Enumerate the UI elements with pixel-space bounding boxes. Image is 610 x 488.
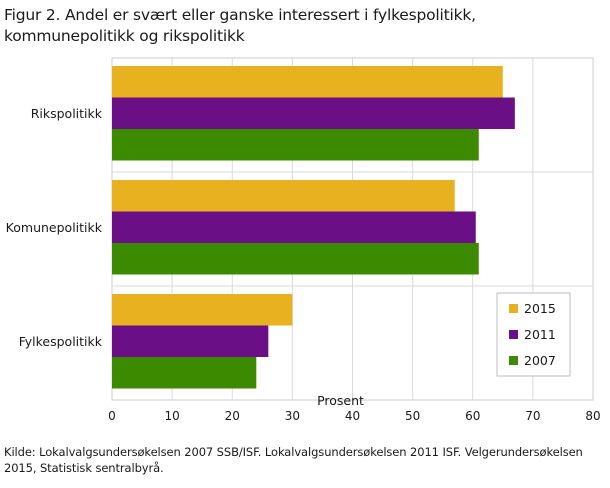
legend-swatch — [509, 356, 518, 365]
legend-label: 2011 — [524, 327, 556, 342]
bar — [112, 180, 455, 212]
x-tick-label: 50 — [405, 409, 420, 423]
bar — [112, 97, 515, 129]
bar — [112, 325, 269, 357]
x-tick-label: 80 — [585, 409, 600, 423]
x-axis-label: Prosent — [317, 393, 364, 408]
legend-swatch — [509, 330, 518, 339]
legend-swatch — [509, 304, 518, 313]
x-tick-label: 20 — [225, 409, 240, 423]
bar — [112, 129, 479, 161]
x-tick-label: 40 — [345, 409, 360, 423]
category-label: Rikspolitikk — [31, 106, 103, 121]
legend-label: 2015 — [524, 301, 556, 316]
bar — [112, 243, 479, 275]
source-note: Kilde: Lokalvalgsundersøkelsen 2007 SSB/… — [4, 445, 583, 475]
chart-title: Figur 2. Andel er svært eller ganske int… — [4, 6, 476, 45]
legend-label: 2007 — [524, 353, 556, 368]
x-tick-label: 30 — [285, 409, 300, 423]
x-tick-label: 70 — [525, 409, 540, 423]
bar — [112, 211, 476, 243]
x-tick-label: 60 — [465, 409, 480, 423]
bar — [112, 357, 257, 389]
x-tick-label: 0 — [108, 409, 116, 423]
x-tick-label: 10 — [164, 409, 179, 423]
category-label: Komunepolitikk — [6, 220, 103, 235]
category-label: Fylkespolitikk — [19, 334, 103, 349]
bar — [112, 66, 503, 98]
bar — [112, 294, 293, 326]
